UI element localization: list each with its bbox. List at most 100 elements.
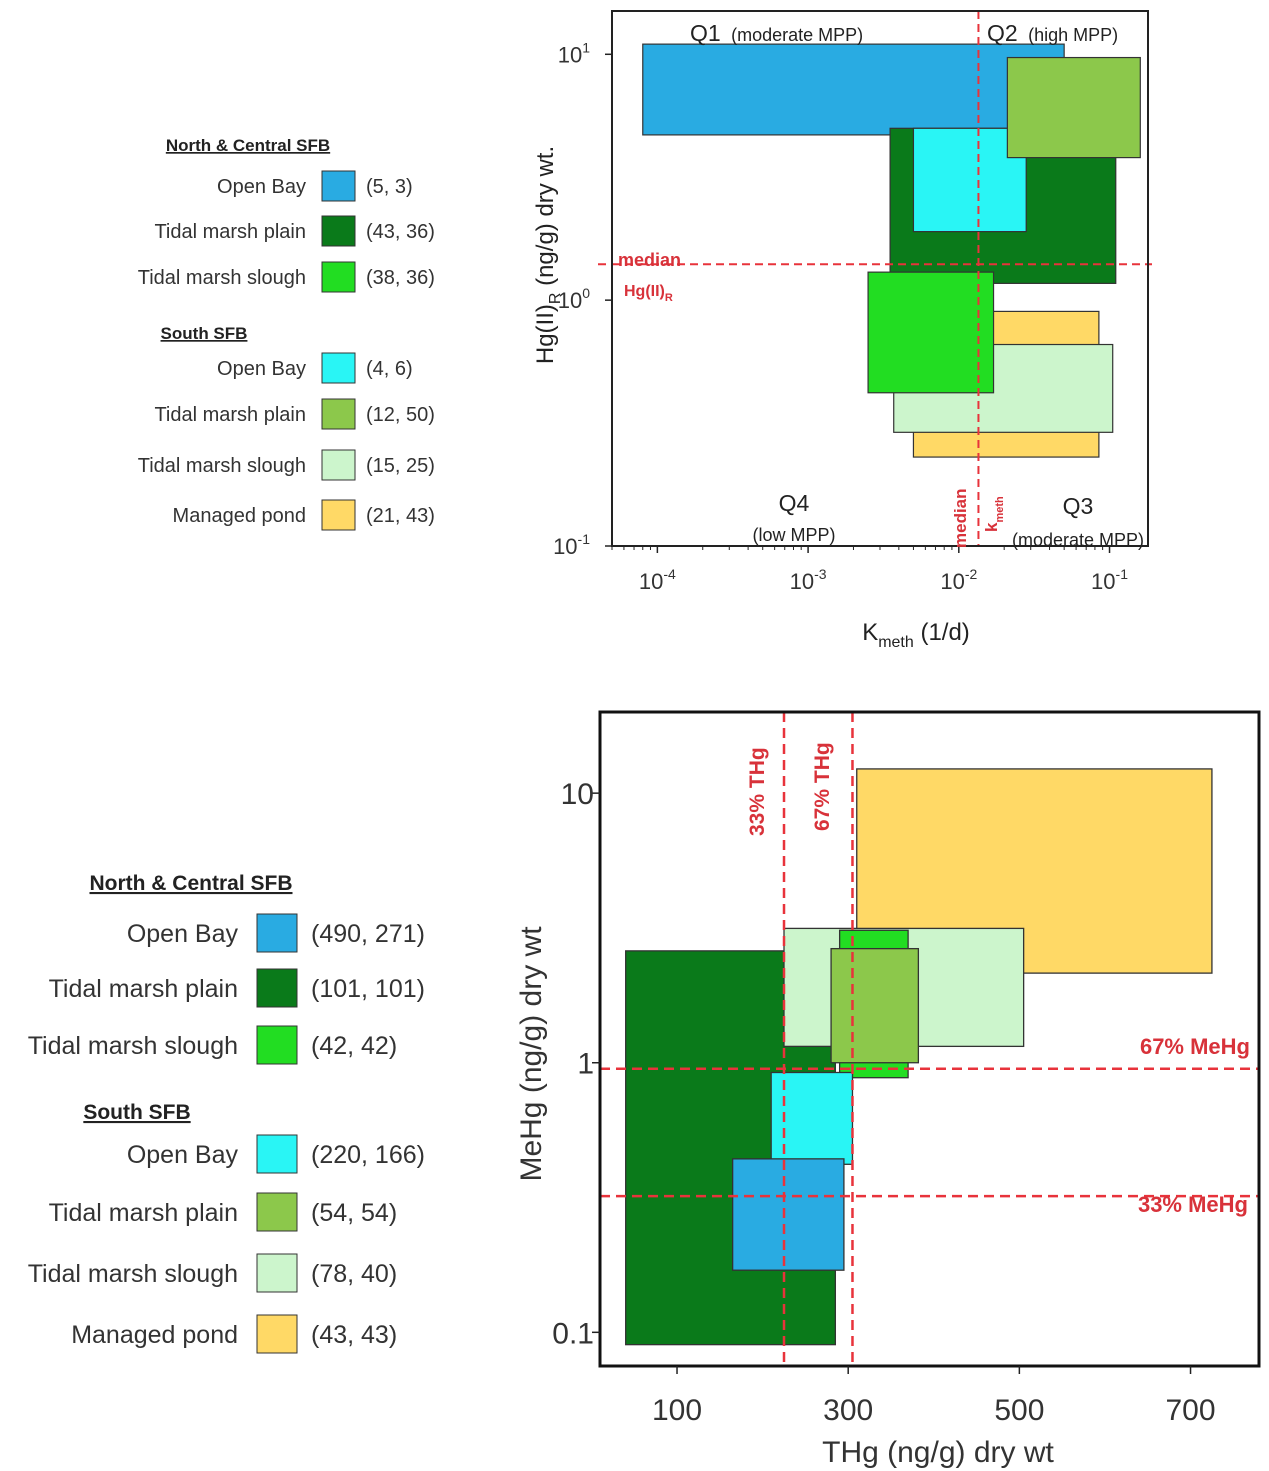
q2-desc: (high MPP)	[1028, 25, 1118, 45]
median-hg-sublabel-main: Hg(II)	[624, 283, 665, 300]
bottom-legend-swatch	[256, 1025, 298, 1065]
bottom-legend-label: Tidal marsh slough	[28, 1032, 238, 1060]
top-legend-label: Open Bay	[217, 358, 306, 380]
bottom-legend-item: Tidal marsh slough (78, 40)	[28, 1253, 397, 1293]
bottom-legend-item: Tidal marsh plain (54, 54)	[49, 1192, 397, 1232]
thg-33-label: 33% THg	[746, 747, 769, 836]
top-y-axis-title: Hg(II)R (ng/g) dry wt.	[532, 146, 564, 364]
top-x-tick-label: 10-4	[639, 566, 676, 594]
bottom-x-tick-label: 700	[1166, 1394, 1216, 1427]
bottom-legend-item: Open Bay (220, 166)	[127, 1134, 425, 1174]
top-y-axis-title-sub: R	[547, 293, 564, 305]
top-axis-ticks: 10-4 10-3 10-2 10-1 10-1 100 101	[553, 39, 1128, 594]
top-legend-label: Open Bay	[217, 176, 306, 198]
bottom-x-tick-label: 100	[652, 1394, 702, 1427]
bottom-legend-label: Open Bay	[127, 1141, 239, 1169]
bottom-chart: 100 300 500 700 0.1 1 10 33% THg 67% THg 67% M…	[515, 710, 1261, 1469]
bottom-x-axis-title: THg (ng/g) dry wt	[822, 1436, 1054, 1469]
bottom-legend-label: Tidal marsh plain	[49, 975, 238, 1003]
top-legend-label: Tidal marsh slough	[138, 267, 306, 289]
q1-name: Q1	[690, 20, 721, 46]
top-y-axis-title-main: Hg(II)	[532, 304, 559, 364]
bottom-legend-swatch	[256, 1134, 298, 1174]
bottom-box-4	[830, 947, 920, 1064]
top-box-6	[867, 271, 995, 394]
top-legend-count: (43, 36)	[366, 221, 435, 243]
bottom-legend-swatch	[256, 968, 298, 1008]
bottom-axis-ticks: 100 300 500 700 0.1 1 10	[552, 778, 1215, 1427]
top-legend-swatch	[321, 398, 356, 430]
median-hg-sublabel-sub: R	[665, 292, 673, 304]
mehg-67-label: 67% MeHg	[1140, 1034, 1250, 1059]
bottom-legend-count: (42, 42)	[311, 1032, 397, 1060]
thg-67-label: 67% THg	[811, 742, 834, 831]
bottom-legend-item: Tidal marsh slough (42, 42)	[28, 1025, 397, 1065]
top-legend-item: Tidal marsh slough (38, 36)	[138, 261, 435, 293]
bottom-legend-group-title-south: South SFB	[83, 1101, 190, 1124]
q2-name: Q2	[987, 20, 1018, 46]
bottom-legend-swatch	[256, 1192, 298, 1232]
top-reference-lines	[598, 11, 1152, 546]
top-legend: North & Central SFB Open Bay (5, 3) Tidal …	[138, 136, 435, 531]
top-y-axis-title-unit: (ng/g) dry wt.	[532, 146, 559, 293]
top-legend-swatch	[321, 449, 356, 481]
top-x-tick-label: 10-1	[1091, 566, 1128, 594]
bottom-legend-item: Managed pond (43, 43)	[71, 1314, 397, 1354]
bottom-plot-frame	[598, 710, 1261, 1368]
top-legend-group-title-south: South SFB	[161, 324, 248, 343]
top-x-tick-label: 10-2	[940, 566, 977, 594]
bottom-legend-swatch	[256, 913, 298, 953]
top-legend-count: (5, 3)	[366, 176, 413, 198]
top-box-3	[1006, 56, 1141, 159]
q1-label: Q1 (moderate MPP)	[690, 20, 863, 46]
bottom-legend-count: (101, 101)	[311, 975, 425, 1003]
bottom-legend-item: Tidal marsh plain (101, 101)	[49, 968, 425, 1008]
top-legend-label: Managed pond	[173, 505, 306, 527]
top-legend-item: Tidal marsh slough (15, 25)	[138, 449, 435, 481]
top-x-axis-title-unit: (1/d)	[914, 619, 970, 646]
bottom-legend-item: Open Bay (490, 271)	[127, 913, 425, 953]
top-x-axis-title-main: K	[862, 619, 878, 646]
top-y-tick-label: 10-1	[553, 531, 590, 559]
bottom-reference-lines	[600, 712, 1259, 1366]
top-x-axis-title: Kmeth (1/d)	[862, 619, 970, 651]
median-hg-label: median	[618, 250, 681, 270]
top-legend-item: Tidal marsh plain (12, 50)	[154, 398, 435, 430]
top-legend-label: Tidal marsh plain	[154, 404, 306, 426]
top-legend-swatch	[321, 499, 356, 531]
top-legend-count: (38, 36)	[366, 267, 435, 289]
bottom-box-6	[732, 1158, 845, 1271]
bottom-y-axis-title: MeHg (ng/g) dry wt	[515, 926, 548, 1182]
top-y-tick-label: 100	[558, 285, 590, 313]
mehg-33-label: 33% MeHg	[1138, 1192, 1248, 1217]
bottom-legend-count: (490, 271)	[311, 920, 425, 948]
top-legend-count: (15, 25)	[366, 455, 435, 477]
q4-desc: (low MPP)	[752, 525, 835, 545]
top-chart: 10-4 10-3 10-2 10-1 10-1 100 101 Q1 (moderate …	[532, 10, 1152, 651]
bottom-legend-label: Open Bay	[127, 920, 239, 948]
median-kmeth-sublabel-sub: meth	[994, 496, 1006, 523]
q3-desc: (moderate MPP)	[1012, 530, 1144, 550]
bottom-legend-count: (220, 166)	[311, 1141, 425, 1169]
top-boxes	[642, 43, 1141, 458]
bottom-legend-group-title-north: North & Central SFB	[89, 872, 292, 895]
top-legend-item: Open Bay (5, 3)	[217, 170, 413, 202]
top-legend-swatch	[321, 215, 356, 247]
bottom-legend-count: (54, 54)	[311, 1199, 397, 1227]
top-legend-swatch	[321, 170, 356, 202]
top-legend-label: Tidal marsh slough	[138, 455, 306, 477]
bottom-legend-count: (43, 43)	[311, 1321, 397, 1349]
top-y-tick-label: 101	[558, 39, 590, 67]
top-legend-count: (12, 50)	[366, 404, 435, 426]
top-legend-swatch	[321, 261, 356, 293]
top-legend-swatch	[321, 352, 356, 384]
bottom-x-tick-label: 500	[994, 1394, 1044, 1427]
bottom-y-tick-label: 0.1	[552, 1317, 594, 1350]
top-legend-item: Managed pond (21, 43)	[173, 499, 435, 531]
bottom-legend-label: Tidal marsh plain	[49, 1199, 238, 1227]
bottom-legend-label: Tidal marsh slough	[28, 1260, 238, 1288]
bottom-legend-label: Managed pond	[71, 1321, 238, 1349]
bottom-legend: North & Central SFB Open Bay (490, 271) Ti…	[28, 872, 425, 1354]
top-legend-item: Open Bay (4, 6)	[217, 352, 413, 384]
bottom-x-tick-label: 300	[823, 1394, 873, 1427]
